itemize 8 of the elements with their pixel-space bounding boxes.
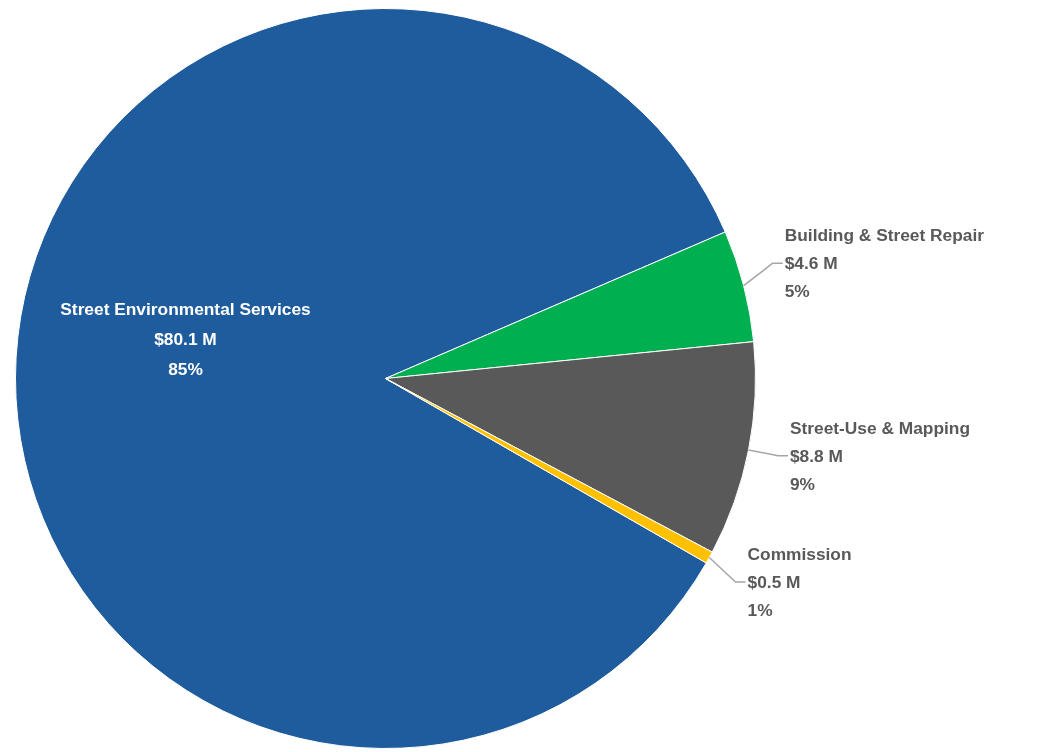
slice-label: Building & Street Repair [784, 225, 985, 246]
data-label: $80.1 M 85% [154, 328, 217, 379]
slice-label: Street-Use & Mapping [789, 417, 971, 438]
slice-label: Street Environmental Services [60, 298, 311, 319]
data-label: $4.6 M 5% [784, 253, 838, 302]
data-label: $8.8 M 9% [789, 445, 843, 494]
slice-label: Commission [747, 544, 852, 565]
data-label: $0.5 M 1% [747, 572, 801, 621]
